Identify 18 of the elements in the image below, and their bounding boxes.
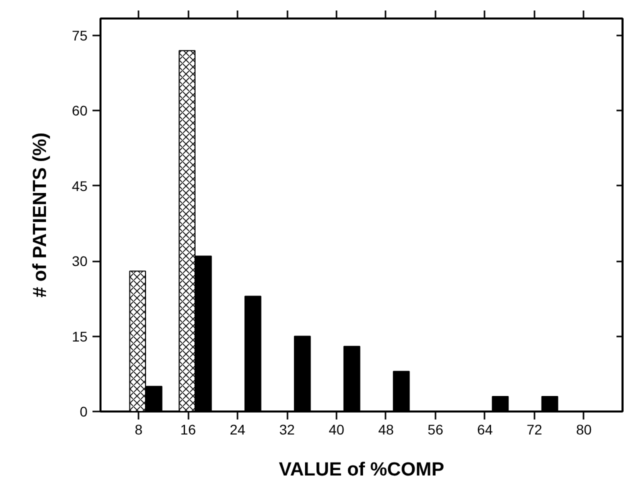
x-tick-label: 40	[328, 422, 345, 438]
x-tick-label: 16	[180, 422, 196, 438]
x-tick-label: 72	[526, 422, 542, 438]
x-tick-label: 80	[576, 422, 592, 438]
x-tick-label: 56	[428, 422, 444, 438]
y-tick-label: 60	[72, 102, 88, 119]
y-tick-label: 45	[72, 178, 88, 194]
x-axis-title: VALUE of %COMP	[278, 460, 445, 480]
y-tick-label: 0	[80, 404, 88, 420]
y-tick-label: 15	[72, 328, 88, 344]
x-tick-label: 48	[378, 422, 394, 438]
x-tick-label: 24	[230, 422, 246, 438]
y-axis-title: # of PATIENTS (%)	[30, 132, 51, 298]
x-tick-label: 32	[279, 422, 296, 438]
y-tick-label: 30	[72, 253, 88, 270]
x-tick-label: 64	[477, 422, 493, 438]
x-tick-label: 8	[134, 422, 143, 438]
y-tick-label: 75	[72, 28, 88, 44]
